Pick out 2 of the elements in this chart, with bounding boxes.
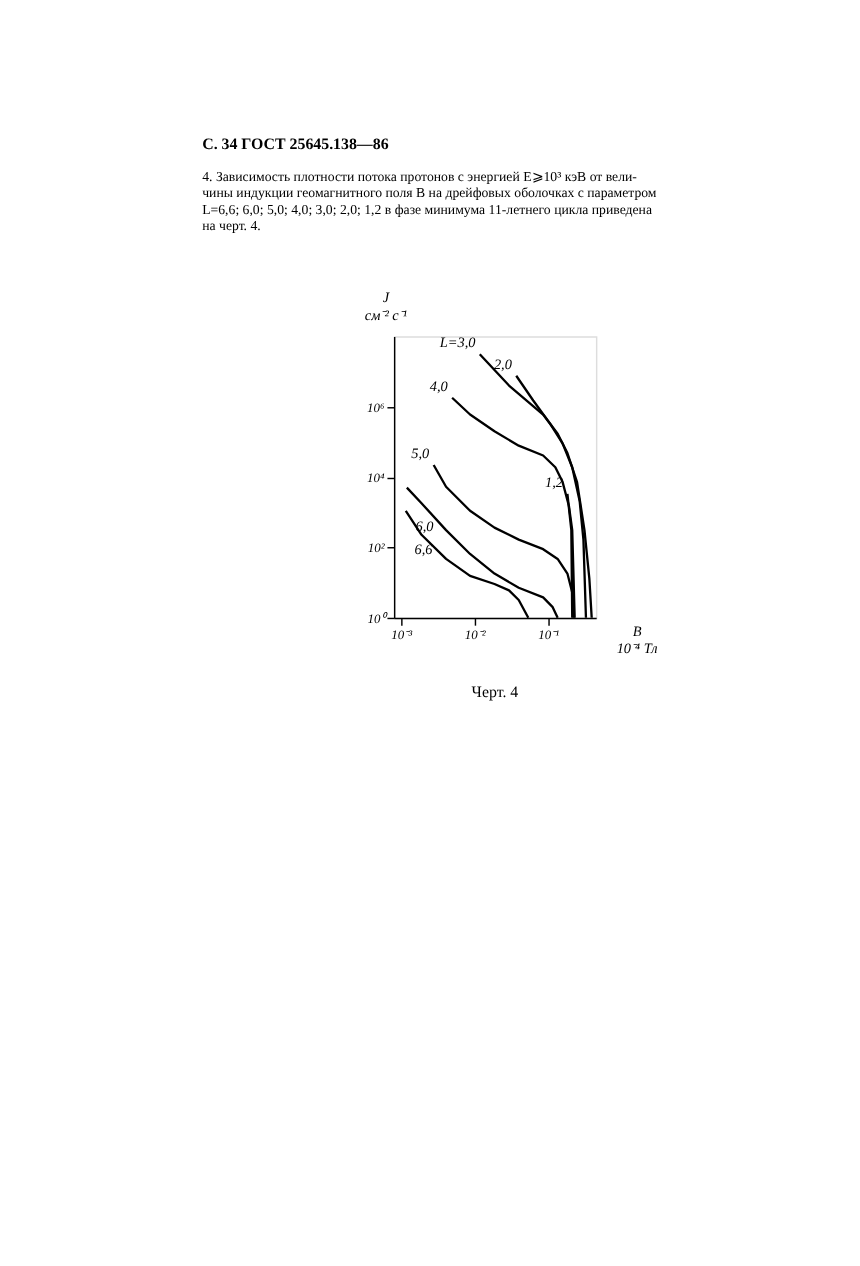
text: Черт. 4 bbox=[471, 683, 519, 702]
chart-title: С. 34 ГОСТ 25645.138—86 bbox=[202, 134, 389, 153]
